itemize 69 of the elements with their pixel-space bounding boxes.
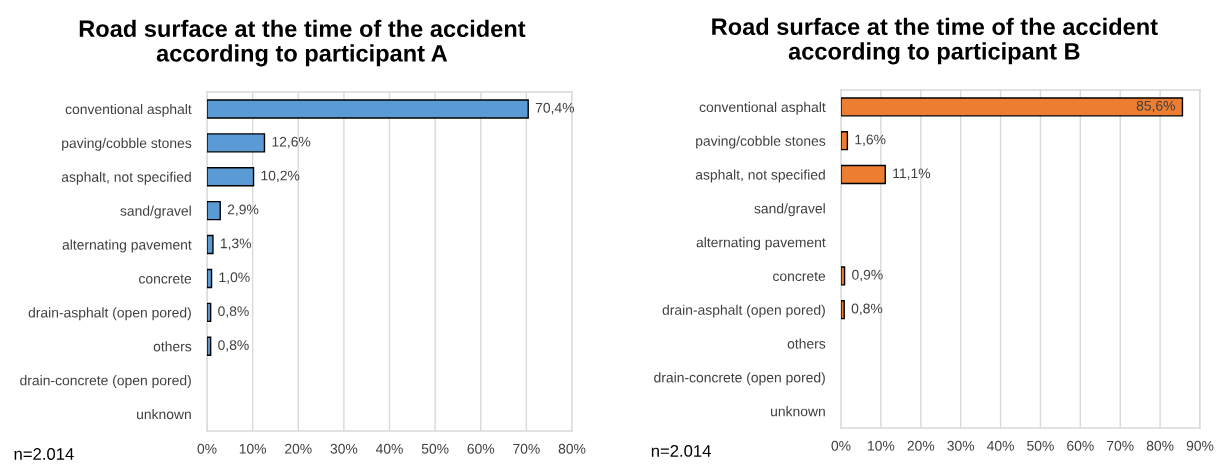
x-tick-label: 0% <box>831 440 851 451</box>
y-tick-label: others <box>787 338 826 349</box>
bar <box>207 268 213 289</box>
y-tick-label: drain-asphalt (open pored) <box>662 304 825 318</box>
bar <box>841 266 846 286</box>
data-label: 10,2% <box>261 170 300 183</box>
y-tick-label: drain-asphalt (open pored) <box>28 307 191 321</box>
x-tick-label: 80% <box>1146 440 1174 451</box>
bar <box>841 131 849 151</box>
chart-title: Road surface at the time of the accident according to participant A <box>79 19 526 67</box>
x-tick-label: 40% <box>986 440 1014 451</box>
x-tick-label: 10% <box>868 440 895 451</box>
data-label: 11,1% <box>893 168 931 180</box>
data-label: 0,9% <box>852 269 883 282</box>
bar <box>207 336 212 356</box>
chart-title: Road surface at the time of the accident according to participant B <box>712 17 1158 65</box>
bar <box>841 97 1184 117</box>
y-tick-label: drain-concrete (open pored) <box>654 372 825 386</box>
bar <box>207 167 255 187</box>
y-tick-label: unknown <box>771 406 825 417</box>
data-label: 0,8% <box>218 340 249 352</box>
text: n=2.014 <box>14 448 74 460</box>
bar <box>841 164 886 185</box>
data-label: 1,3% <box>220 238 252 250</box>
x-tick-label: 70% <box>1107 440 1134 451</box>
x-tick-label: 20% <box>285 443 312 454</box>
y-tick-label: asphalt, not specified <box>61 171 191 185</box>
data-label: 85,6% <box>1136 100 1176 113</box>
bar <box>207 234 214 255</box>
y-tick-label: paving/cobble stones <box>62 137 192 151</box>
y-tick-label: paving/cobble stones <box>696 135 826 149</box>
x-tick-label: 50% <box>1027 440 1054 451</box>
bar <box>207 302 212 323</box>
data-label: 0,8% <box>218 306 249 318</box>
data-label: 0,8% <box>851 303 883 316</box>
y-tick-label: sand/gravel <box>754 203 825 217</box>
y-tick-label: sand/gravel <box>120 205 191 219</box>
x-tick-label: 70% <box>513 443 540 454</box>
x-tick-label: 30% <box>330 443 358 454</box>
data-label: 12,6% <box>272 136 311 149</box>
x-tick-label: 30% <box>947 440 975 451</box>
data-label: 2,9% <box>227 204 259 217</box>
y-tick-label: conventional asphalt <box>65 103 192 117</box>
y-tick-label: asphalt, not specified <box>695 169 825 183</box>
y-tick-label: alternating pavement <box>696 237 826 251</box>
y-tick-label: concrete <box>139 274 192 284</box>
data-label: 1,0% <box>219 272 250 284</box>
data-label: 1,6% <box>855 134 886 147</box>
y-tick-label: unknown <box>137 409 191 420</box>
x-tick-label: 40% <box>375 443 403 454</box>
x-tick-label: 20% <box>907 440 935 451</box>
x-tick-label: 0% <box>197 443 217 454</box>
x-tick-label: 10% <box>239 443 267 454</box>
x-tick-label: 60% <box>1067 440 1094 451</box>
x-tick-label: 60% <box>467 443 495 454</box>
y-tick-label: concrete <box>773 271 826 282</box>
y-tick-label: others <box>153 341 192 352</box>
data-label: 70,4% <box>535 102 575 115</box>
x-tick-label: 80% <box>558 443 586 454</box>
y-tick-label: alternating pavement <box>62 239 192 253</box>
bar <box>841 300 845 320</box>
x-tick-label: 90% <box>1186 440 1214 451</box>
y-tick-label: conventional asphalt <box>699 101 826 115</box>
bar <box>207 133 266 153</box>
text: n=2.014 <box>651 445 711 457</box>
y-tick-label: drain-concrete (open pored) <box>20 375 191 389</box>
bar <box>207 99 529 119</box>
x-tick-label: 50% <box>421 443 449 454</box>
bar <box>207 200 221 221</box>
